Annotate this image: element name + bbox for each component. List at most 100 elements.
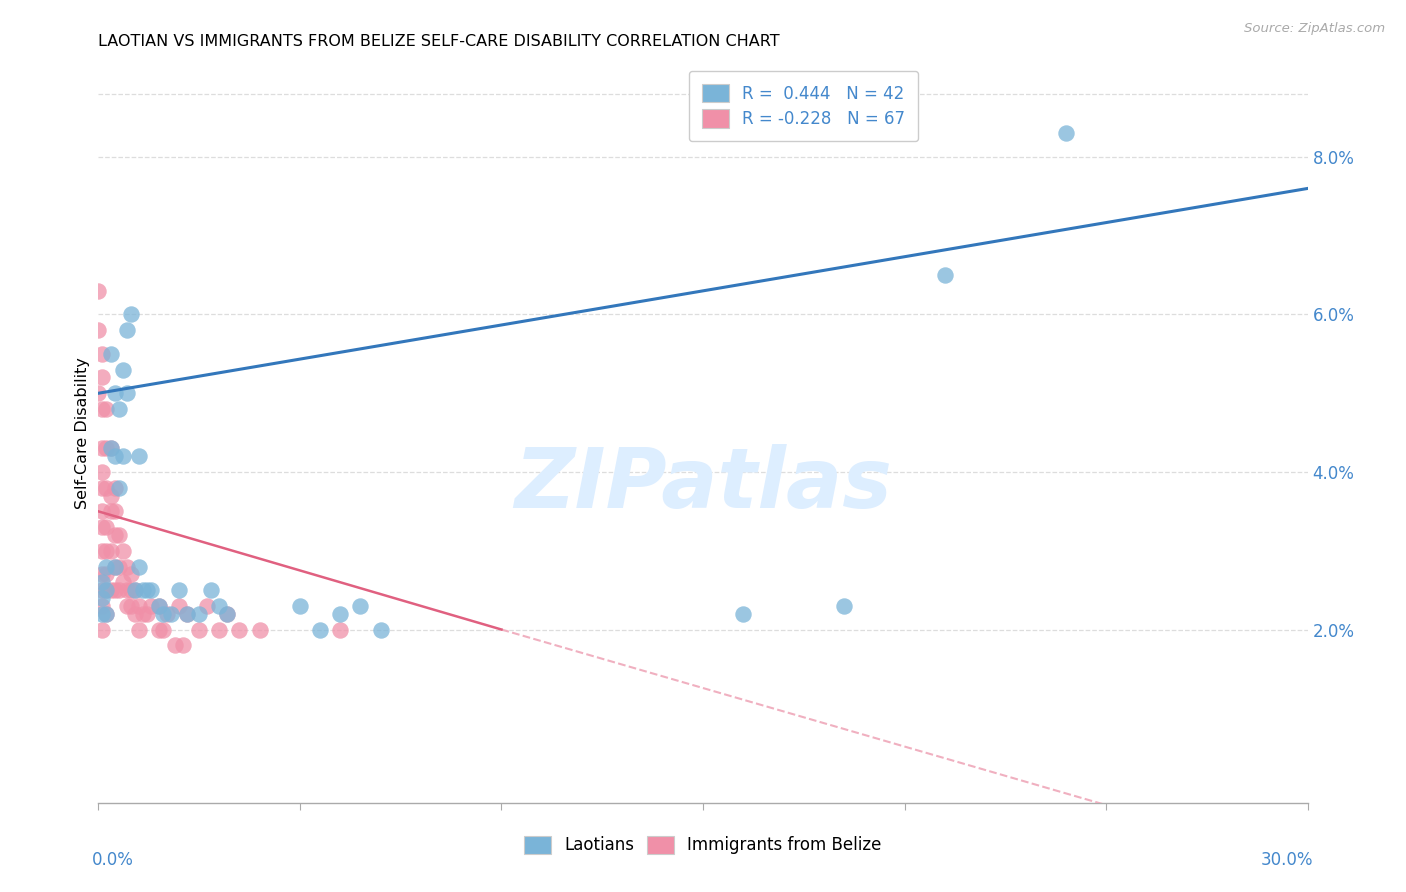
Point xyxy=(96,607,118,621)
Point xyxy=(96,559,118,574)
Point xyxy=(167,583,190,598)
Point xyxy=(91,347,114,361)
Point xyxy=(132,607,155,621)
Point xyxy=(91,442,114,456)
Point xyxy=(115,559,138,574)
Point xyxy=(96,442,118,456)
Point xyxy=(103,559,125,574)
Point xyxy=(100,347,122,361)
Point xyxy=(96,543,118,558)
Point xyxy=(103,528,125,542)
Point xyxy=(103,504,125,518)
Point xyxy=(103,386,125,401)
Point xyxy=(103,481,125,495)
Point xyxy=(120,599,142,613)
Point xyxy=(96,567,118,582)
Point xyxy=(329,623,352,637)
Point xyxy=(208,599,231,613)
Point xyxy=(107,481,129,495)
Point xyxy=(87,386,110,401)
Point xyxy=(103,559,125,574)
Point xyxy=(91,583,114,598)
Point xyxy=(120,308,142,322)
Point xyxy=(91,481,114,495)
Point xyxy=(148,599,170,613)
Point xyxy=(249,623,271,637)
Point xyxy=(139,583,162,598)
Point xyxy=(132,583,155,598)
Point xyxy=(91,543,114,558)
Point xyxy=(91,504,114,518)
Point xyxy=(96,402,118,417)
Point xyxy=(1054,126,1077,140)
Point xyxy=(100,442,122,456)
Point xyxy=(107,559,129,574)
Point xyxy=(152,623,174,637)
Point xyxy=(115,599,138,613)
Point xyxy=(288,599,311,613)
Point xyxy=(96,583,118,598)
Point xyxy=(103,449,125,463)
Point xyxy=(91,370,114,384)
Point xyxy=(733,607,755,621)
Point xyxy=(103,583,125,598)
Point xyxy=(124,583,146,598)
Point xyxy=(96,583,118,598)
Point xyxy=(91,607,114,621)
Point xyxy=(228,623,250,637)
Point xyxy=(115,323,138,337)
Point xyxy=(91,591,114,605)
Point xyxy=(172,638,194,652)
Point xyxy=(91,623,114,637)
Point xyxy=(208,623,231,637)
Point xyxy=(124,583,146,598)
Point xyxy=(120,583,142,598)
Point xyxy=(124,607,146,621)
Point xyxy=(96,520,118,534)
Point xyxy=(195,599,218,613)
Point xyxy=(217,607,239,621)
Point xyxy=(176,607,198,621)
Text: Source: ZipAtlas.com: Source: ZipAtlas.com xyxy=(1244,22,1385,36)
Point xyxy=(135,607,157,621)
Point xyxy=(91,599,114,613)
Point xyxy=(100,504,122,518)
Point xyxy=(100,442,122,456)
Point xyxy=(111,543,134,558)
Point xyxy=(832,599,855,613)
Point xyxy=(111,575,134,590)
Point xyxy=(100,489,122,503)
Point xyxy=(163,638,186,652)
Point xyxy=(217,607,239,621)
Point xyxy=(128,559,150,574)
Point xyxy=(91,575,114,590)
Point xyxy=(188,607,211,621)
Point xyxy=(91,520,114,534)
Point xyxy=(91,465,114,479)
Point xyxy=(309,623,332,637)
Point xyxy=(111,449,134,463)
Point xyxy=(167,599,190,613)
Point xyxy=(156,607,179,621)
Point xyxy=(200,583,222,598)
Point xyxy=(128,599,150,613)
Point xyxy=(370,623,392,637)
Point xyxy=(115,386,138,401)
Point xyxy=(176,607,198,621)
Point xyxy=(934,268,956,282)
Text: ZIPatlas: ZIPatlas xyxy=(515,444,891,525)
Text: LAOTIAN VS IMMIGRANTS FROM BELIZE SELF-CARE DISABILITY CORRELATION CHART: LAOTIAN VS IMMIGRANTS FROM BELIZE SELF-C… xyxy=(98,34,780,49)
Point xyxy=(107,528,129,542)
Point xyxy=(152,607,174,621)
Point xyxy=(148,599,170,613)
Point xyxy=(91,567,114,582)
Point xyxy=(148,623,170,637)
Point xyxy=(115,583,138,598)
Point xyxy=(160,607,183,621)
Point xyxy=(329,607,352,621)
Point xyxy=(91,402,114,417)
Point xyxy=(100,543,122,558)
Point xyxy=(107,583,129,598)
Point xyxy=(139,599,162,613)
Point xyxy=(128,623,150,637)
